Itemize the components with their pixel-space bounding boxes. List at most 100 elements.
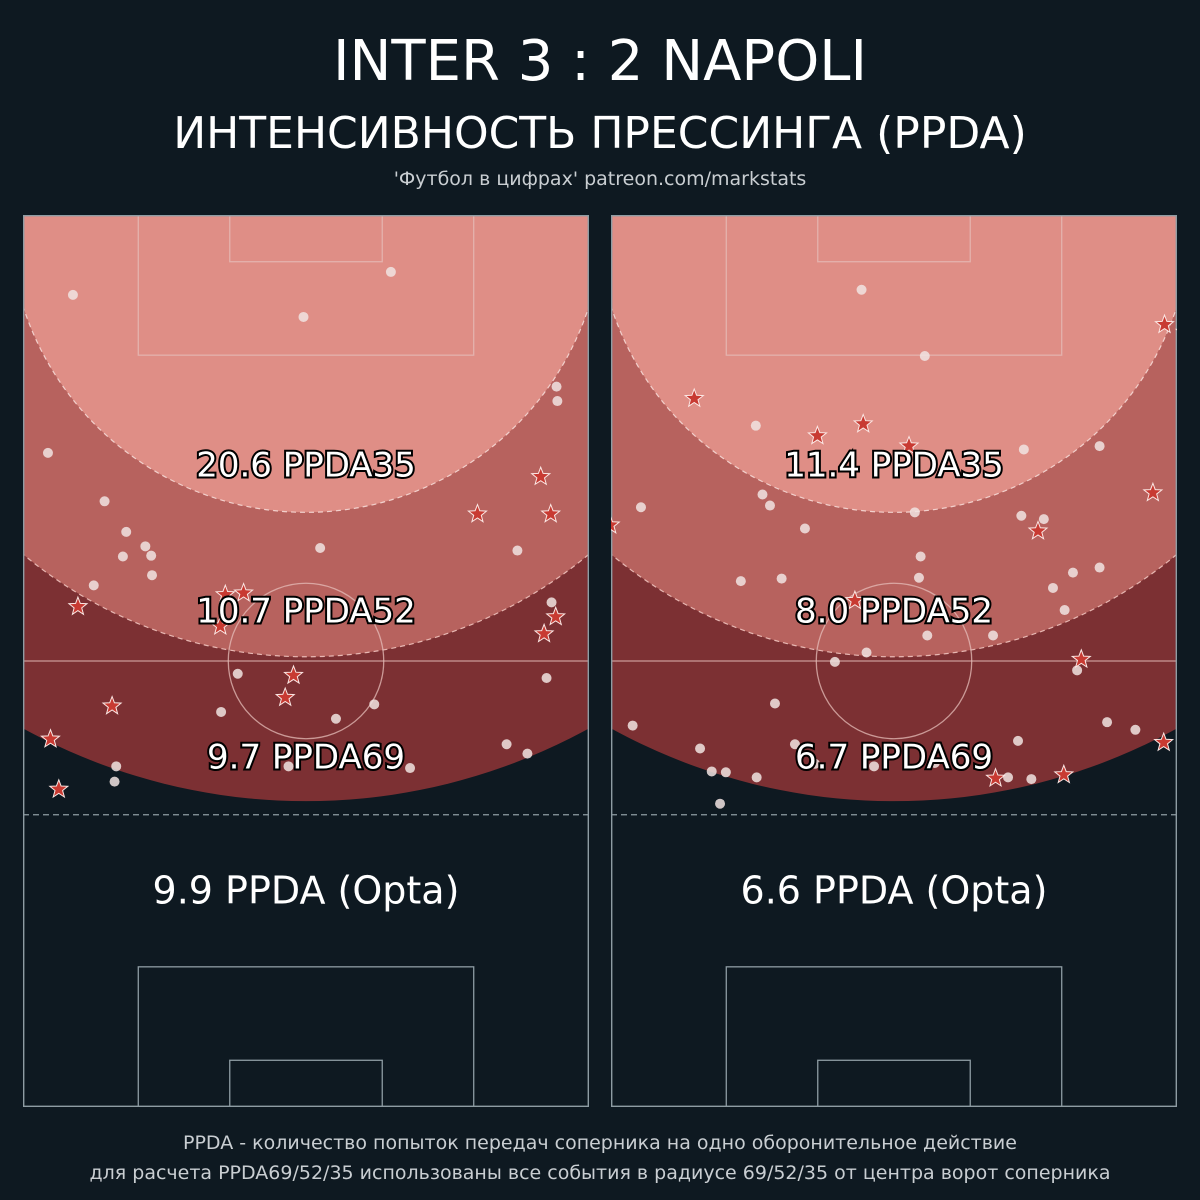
defensive-action-dot	[330, 713, 341, 724]
ppda52-label: 10.7 PPDA52	[196, 592, 416, 632]
ppda52-label: 8.0 PPDA52	[795, 592, 993, 632]
ppda-opta-label: 6.6 PPDA (Opta)	[741, 869, 1048, 913]
defensive-action-dot	[1072, 665, 1083, 676]
defensive-action-star	[611, 516, 621, 534]
defensive-action-dot	[1026, 774, 1037, 785]
defensive-action-dot	[1013, 735, 1024, 746]
defensive-action-star	[101, 695, 123, 715]
pitch-outline	[23, 215, 589, 1107]
defensive-action-dot	[913, 572, 924, 583]
ppda35-label: 20.6 PPDA35	[196, 446, 416, 486]
defensive-action-dot	[720, 767, 731, 778]
defensive-action-dot	[1018, 444, 1029, 455]
defensive-action-dot	[764, 500, 775, 511]
defensive-action-dot	[627, 720, 638, 731]
goal-area-top	[229, 215, 383, 263]
defensive-action-dot	[42, 447, 53, 458]
defensive-action-star	[67, 595, 89, 616]
defensive-action-star	[214, 583, 236, 604]
ppda35-label: 11.4 PPDA35	[784, 446, 1004, 486]
defensive-action-dot	[546, 597, 557, 608]
defensive-action-star	[530, 465, 552, 486]
defensive-action-star	[683, 387, 705, 408]
defensive-action-dot	[929, 757, 940, 768]
centre-circle	[815, 582, 973, 740]
defensive-action-star	[533, 622, 555, 643]
source-credit: 'Футбол в цифрах' patreon.com/markstats	[393, 168, 807, 190]
defensive-action-dot	[915, 551, 926, 562]
defensive-action-dot	[751, 772, 762, 783]
penalty-area-top	[725, 215, 1063, 356]
defensive-action-star	[209, 615, 231, 636]
defensive-action-dot	[385, 266, 396, 277]
defensive-action-star	[233, 582, 254, 602]
ppda-opta-label: 9.9 PPDA (Opta)	[153, 869, 460, 913]
defensive-action-dot	[1094, 562, 1105, 573]
defensive-action-dot	[1130, 724, 1141, 735]
defensive-action-dot	[99, 496, 110, 507]
defensive-action-dot	[635, 502, 646, 513]
defensive-action-star	[1174, 328, 1177, 331]
defensive-action-dot	[909, 507, 920, 518]
defensive-action-star	[283, 664, 304, 685]
defensive-action-dot	[1047, 582, 1058, 593]
defensive-action-dot	[1059, 605, 1070, 616]
defensive-action-star	[898, 435, 920, 455]
defensive-action-dot	[298, 311, 309, 322]
defensive-action-dot	[117, 551, 128, 562]
defensive-action-dot	[919, 351, 930, 362]
defensive-action-dot	[140, 541, 151, 552]
defensive-action-star	[1053, 763, 1075, 784]
defensive-action-star	[1154, 313, 1175, 334]
zone-35-area	[611, 215, 1177, 513]
pitch-panel-inter: 20.6 PPDA35 10.7 PPDA52 9.7 PPDA69 9.9 PPDA…	[23, 215, 589, 1107]
defensive-action-dot	[551, 381, 562, 392]
centre-circle	[227, 582, 385, 740]
defensive-action-star	[844, 589, 866, 610]
defensive-action-star	[1027, 520, 1049, 540]
defensive-action-dot	[776, 573, 787, 584]
defensive-action-star	[1153, 731, 1175, 752]
defensive-action-star	[467, 503, 488, 523]
defensive-action-dot	[769, 698, 780, 709]
defensive-action-dot	[552, 396, 563, 407]
defensive-action-dot	[1094, 441, 1105, 452]
defensive-action-dot	[1016, 510, 1027, 521]
defensive-action-star	[985, 767, 1006, 788]
footnote-method: для расчета PPDA69/52/35 использованы вс…	[89, 1162, 1111, 1184]
defensive-action-dot	[501, 739, 512, 750]
defensive-action-star	[807, 424, 828, 445]
defensive-action-dot	[809, 758, 820, 769]
defensive-action-dot	[988, 630, 999, 641]
defensive-action-star	[852, 413, 874, 433]
defensive-action-star	[1142, 481, 1164, 502]
defensive-action-dot	[1102, 717, 1113, 728]
defensive-action-star	[48, 778, 70, 799]
defensive-action-dot	[88, 580, 99, 591]
goal-area-top	[817, 215, 971, 263]
defensive-action-dot	[111, 761, 122, 772]
defensive-action-dot	[315, 543, 326, 554]
defensive-action-dot	[147, 570, 158, 581]
pitch-outline	[611, 215, 1177, 1107]
defensive-action-dot	[541, 672, 552, 683]
defensive-action-dot	[861, 647, 872, 658]
ppda69-label: 6.7 PPDA69	[795, 738, 993, 778]
defensive-action-dot	[695, 743, 706, 754]
defensive-action-dot	[512, 545, 523, 556]
defensive-action-dot	[856, 284, 867, 295]
defensive-action-star	[40, 728, 61, 748]
defensive-action-star	[274, 686, 296, 707]
defensive-action-dot	[706, 766, 717, 777]
defensive-action-dot	[232, 668, 243, 679]
defensive-action-dot	[1003, 772, 1014, 783]
defensive-action-star	[545, 605, 567, 626]
defensive-action-dot	[799, 523, 810, 534]
defensive-action-dot	[216, 706, 227, 717]
defensive-action-dot	[405, 763, 416, 774]
defensive-action-dot	[121, 526, 132, 537]
defensive-action-dot	[1067, 567, 1078, 578]
defensive-action-dot	[283, 761, 294, 772]
pitch-panel-napoli: 11.4 PPDA35 8.0 PPDA52 6.7 PPDA69 6.6 PPDA …	[611, 215, 1177, 1107]
zone-35-area	[23, 215, 589, 513]
